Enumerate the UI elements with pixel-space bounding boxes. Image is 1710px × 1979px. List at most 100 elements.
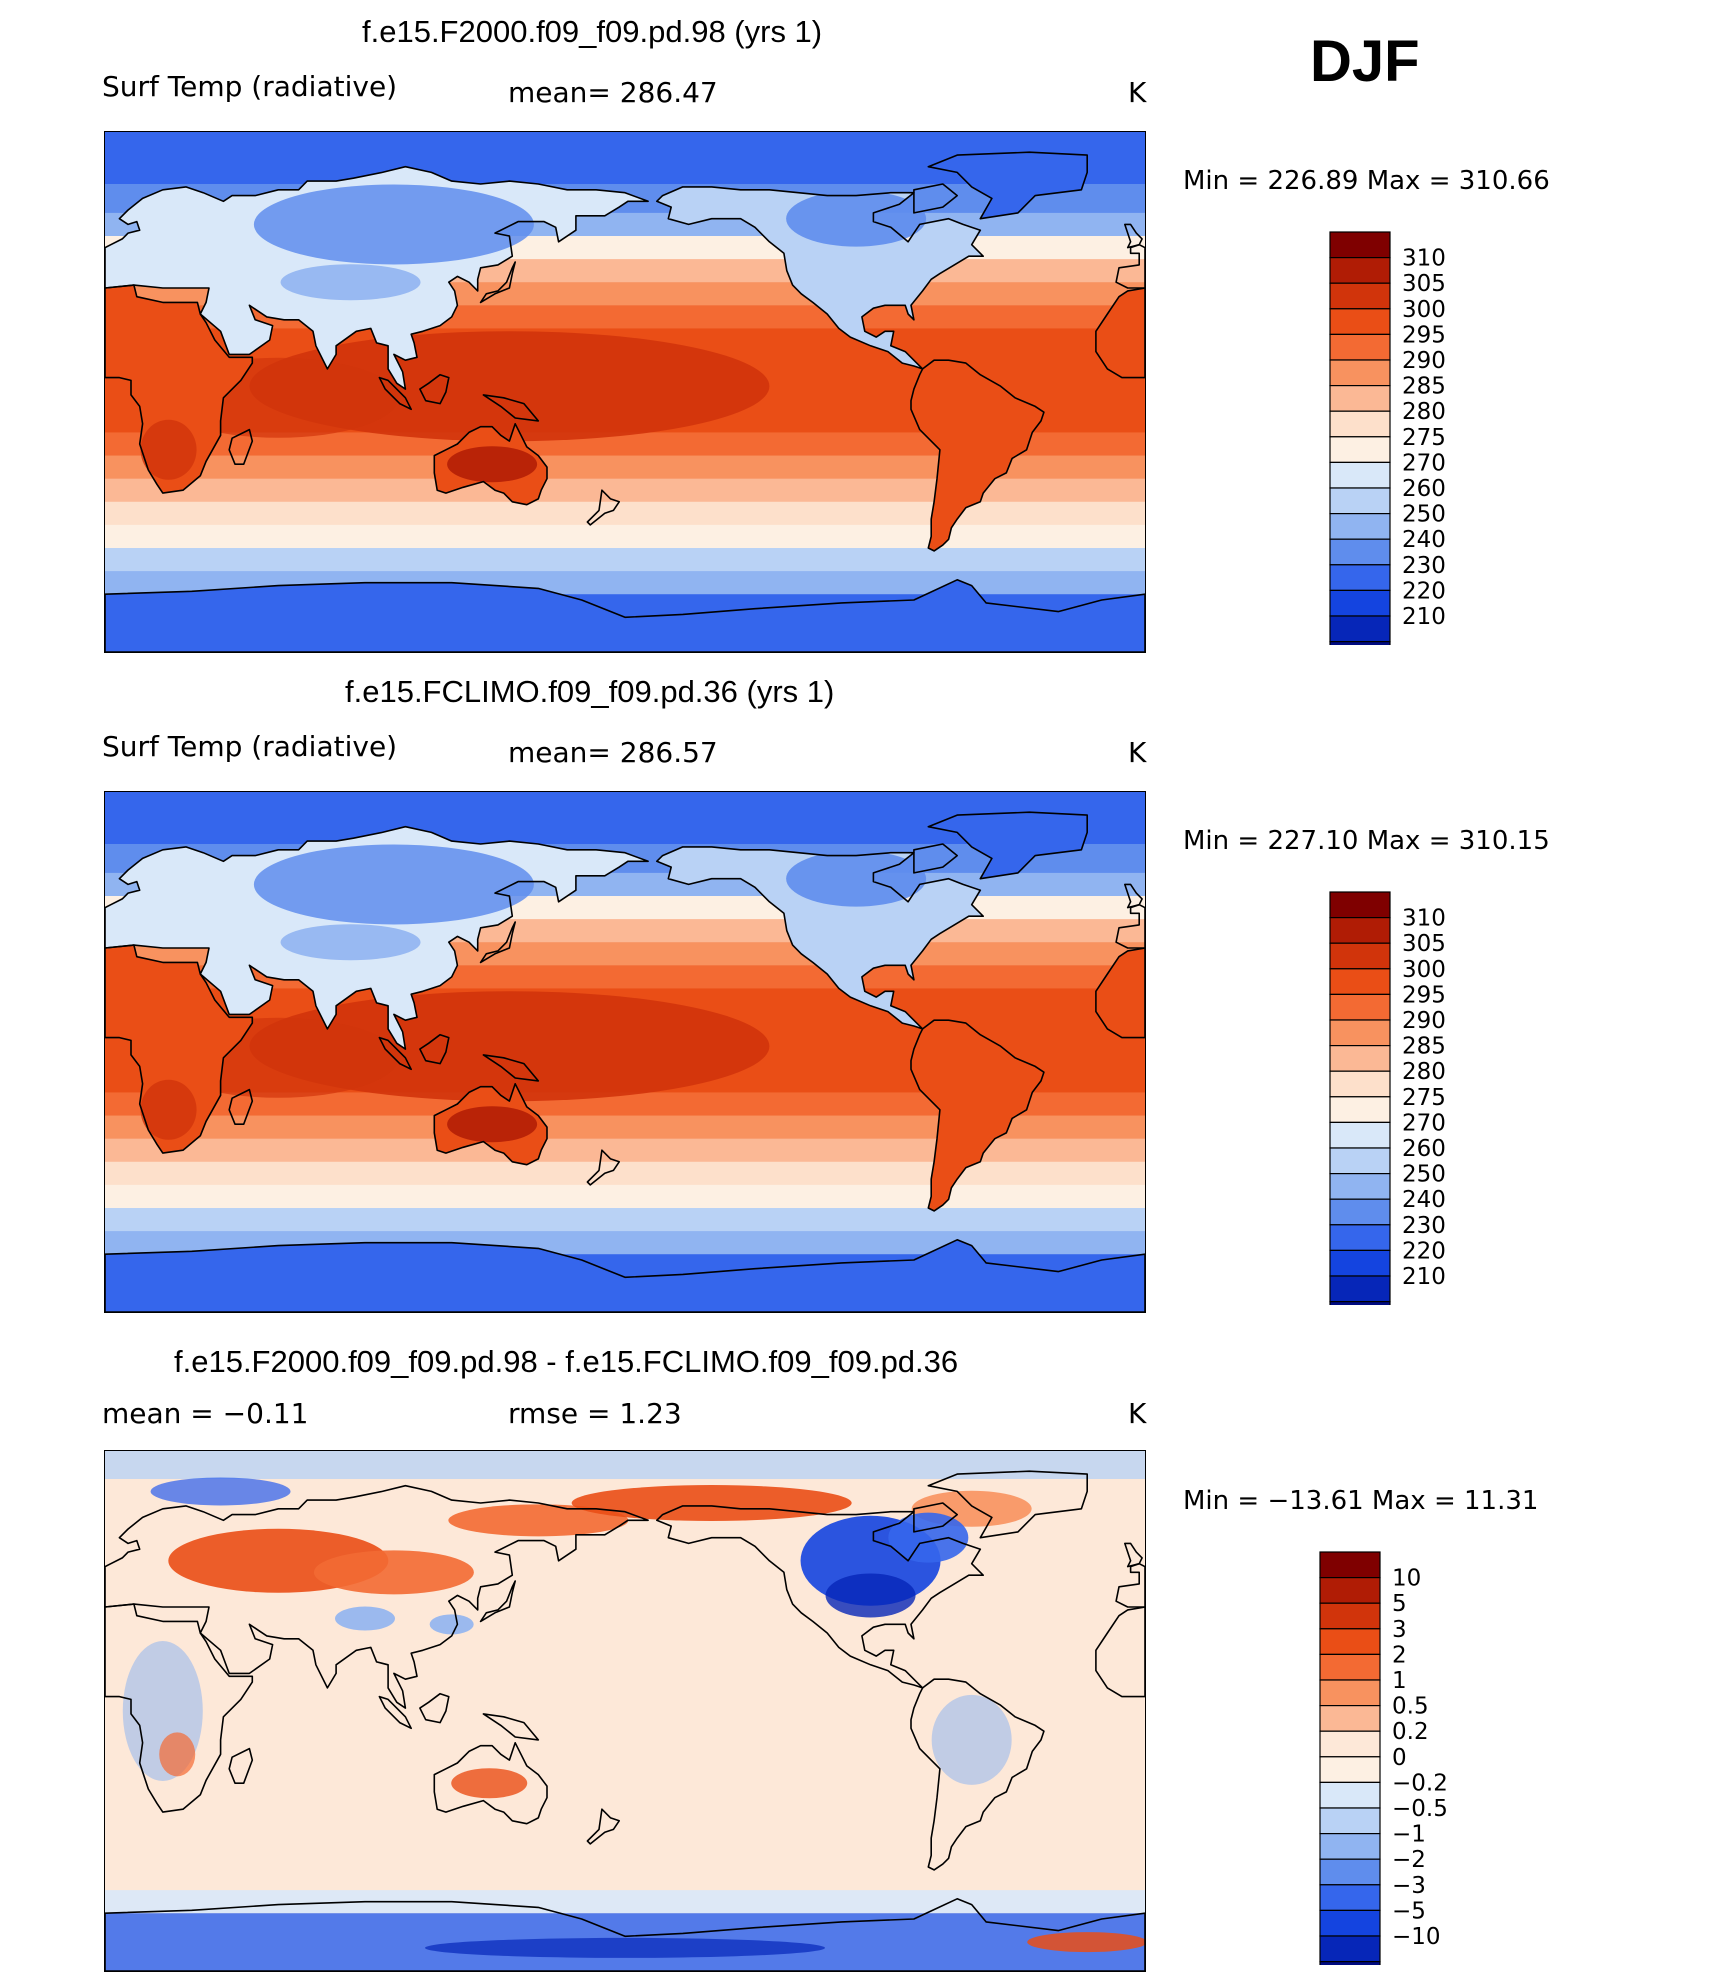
coastline-baffin xyxy=(913,1502,958,1533)
colorbar-tick-label: 240 xyxy=(1402,527,1446,553)
coastline-sumatra xyxy=(378,1695,412,1730)
colorbar-tick-label: 210 xyxy=(1402,604,1446,630)
colorbar-tick-label: 270 xyxy=(1402,1110,1446,1136)
coastline-africaL xyxy=(105,1603,254,1813)
colorbar-tick-label: 275 xyxy=(1402,1085,1446,1111)
panel-2-mean-label: mean= 286.57 xyxy=(508,736,718,769)
panel-3-map xyxy=(104,1450,1146,1972)
colorbar-tick-label: 310 xyxy=(1402,246,1446,272)
coastline-greenland xyxy=(927,151,1088,220)
coastline-samerica xyxy=(910,1678,1045,1871)
colorbar-tick-label: 250 xyxy=(1402,502,1446,528)
colorbar-tick-label: 2 xyxy=(1392,1642,1407,1668)
coastline-eurasia xyxy=(105,825,649,1050)
coastline-sumatra xyxy=(378,376,412,411)
colorbar-box xyxy=(1329,1198,1391,1226)
coastline-samerica xyxy=(910,359,1045,552)
panel-3-units-label: K xyxy=(1128,1397,1147,1430)
coastline-eurasia xyxy=(105,165,649,390)
coastline-uk xyxy=(1124,883,1143,909)
colorbar-box xyxy=(1329,1070,1391,1098)
colorbar-box xyxy=(1329,410,1391,438)
coastline-madagascar xyxy=(228,428,254,465)
colorbar-box xyxy=(1329,1224,1391,1251)
colorbar-tick-label: 0.5 xyxy=(1392,1694,1429,1720)
colorbar-box xyxy=(1319,1833,1381,1860)
panel-3-mean-label: mean = −0.11 xyxy=(102,1397,309,1430)
panel-1-units-label: K xyxy=(1128,76,1147,109)
colorbar-box xyxy=(1319,1551,1381,1579)
coastline-madagascar xyxy=(228,1088,254,1125)
colorbar-tick-label: 270 xyxy=(1402,450,1446,476)
coastline-uk xyxy=(1124,1542,1143,1568)
colorbar-box xyxy=(1329,231,1391,259)
coastline-greenland xyxy=(927,811,1088,880)
colorbar-box xyxy=(1329,891,1391,919)
colorbar-box xyxy=(1319,1756,1381,1784)
coastline-europeR xyxy=(1115,903,1145,949)
panel-2-colorbar: 3103053002952902852802752702602502402302… xyxy=(1329,891,1446,1305)
panel-1-title: f.e15.F2000.f09_f09.pd.98 (yrs 1) xyxy=(362,14,823,49)
colorbar-tick-label: −5 xyxy=(1392,1898,1426,1924)
colorbar-box xyxy=(1329,282,1391,310)
panel-3-title: f.e15.F2000.f09_f09.pd.98 - f.e15.FCLIMO… xyxy=(174,1344,959,1379)
colorbar-box xyxy=(1329,1147,1391,1175)
colorbar-box xyxy=(1329,1019,1391,1047)
colorbar-tick-label: 5 xyxy=(1392,1591,1407,1617)
colorbar-tick-label: 285 xyxy=(1402,374,1446,400)
colorbar-tick-label: −2 xyxy=(1392,1847,1426,1873)
colorbar-box xyxy=(1319,1961,1381,1965)
colorbar-box xyxy=(1329,1301,1391,1305)
coastline-borneo xyxy=(419,373,450,405)
colorbar-tick-label: −10 xyxy=(1392,1924,1441,1950)
colorbar-tick-label: 250 xyxy=(1402,1162,1446,1188)
colorbar-tick-label: 300 xyxy=(1402,297,1446,323)
colorbar-box xyxy=(1329,1275,1391,1303)
colorbar-tick-label: −0.2 xyxy=(1392,1770,1448,1796)
coastline-africaL xyxy=(105,284,254,494)
colorbar-tick-label: 280 xyxy=(1402,1059,1446,1085)
colorbar-tick-label: 260 xyxy=(1402,1136,1446,1162)
coastline-europeR xyxy=(1115,243,1145,289)
colorbar-tick-label: 230 xyxy=(1402,553,1446,579)
colorbar-box xyxy=(1329,589,1391,617)
colorbar-box xyxy=(1329,641,1391,645)
panel-2-minmax: Min = 227.10 Max = 310.15 xyxy=(1183,826,1550,856)
coastline-japan xyxy=(479,921,516,964)
coastline-japan xyxy=(479,261,516,304)
colorbar-box xyxy=(1329,385,1391,412)
colorbar-box xyxy=(1329,1249,1391,1277)
coastline-namerica xyxy=(656,1505,984,1689)
colorbar-tick-label: 10 xyxy=(1392,1566,1421,1592)
coastlines xyxy=(105,1470,1145,1971)
colorbar-box xyxy=(1319,1602,1381,1630)
colorbar-box xyxy=(1329,333,1391,361)
panel-2-units-label: K xyxy=(1128,736,1147,769)
colorbar-box xyxy=(1329,968,1391,996)
colorbar-box xyxy=(1329,615,1391,643)
colorbar-tick-label: 305 xyxy=(1402,271,1446,297)
colorbar-tick-label: 230 xyxy=(1402,1213,1446,1239)
coastline-africaR xyxy=(1095,287,1145,379)
coastline-madagascar xyxy=(228,1747,254,1784)
coastline-australia xyxy=(433,423,548,506)
coastline-nz xyxy=(586,1808,620,1845)
colorbar-box xyxy=(1319,1858,1381,1886)
colorbar-box xyxy=(1329,359,1391,387)
colorbar-box xyxy=(1319,1653,1381,1681)
coastline-europeR xyxy=(1115,1562,1145,1608)
colorbar-tick-label: −0.5 xyxy=(1392,1796,1448,1822)
colorbar-tick-label: 210 xyxy=(1402,1264,1446,1290)
colorbar-box xyxy=(1319,1705,1381,1732)
colorbar-tick-label: 290 xyxy=(1402,1008,1446,1034)
colorbar-box xyxy=(1329,487,1391,515)
colorbar-box xyxy=(1329,308,1391,336)
coastline-nz xyxy=(586,1149,620,1186)
colorbar-tick-label: 295 xyxy=(1402,982,1446,1008)
colorbar-tick-label: 1 xyxy=(1392,1668,1407,1694)
coastline-sumatra xyxy=(378,1036,412,1071)
coastline-antarctica xyxy=(105,579,1145,652)
colorbar-tick-label: 295 xyxy=(1402,322,1446,348)
coastline-australia xyxy=(433,1742,548,1825)
coastline-ng xyxy=(482,1713,540,1741)
